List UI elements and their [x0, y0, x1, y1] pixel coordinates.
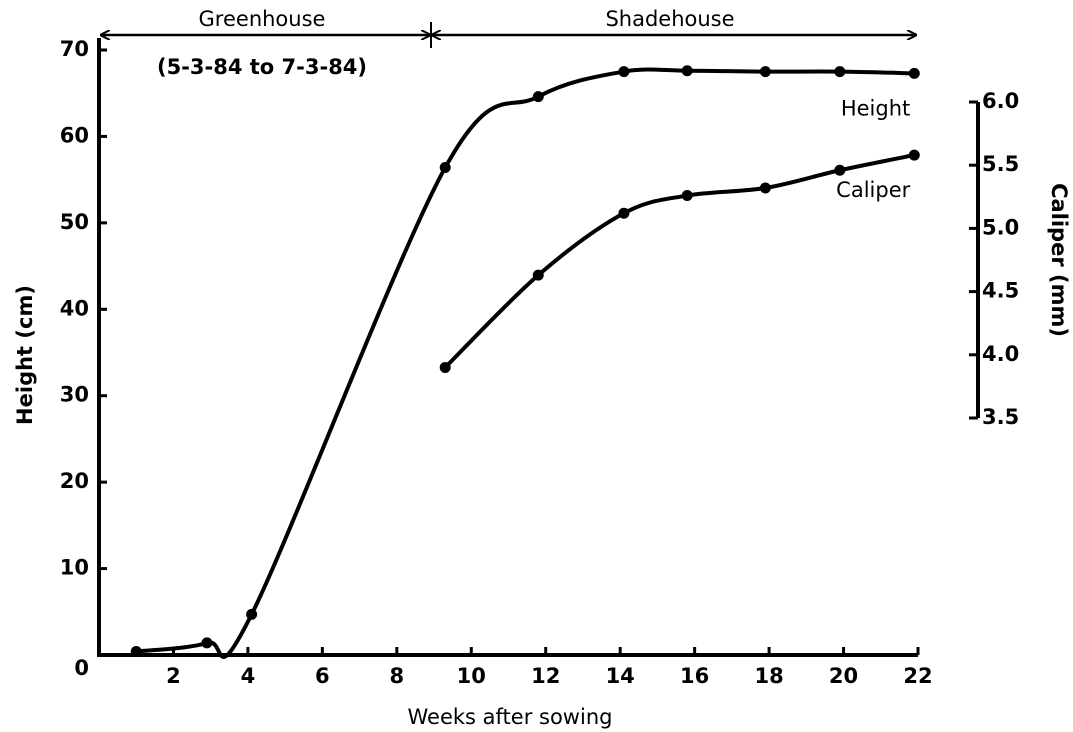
- annotation: Greenhouse: [199, 7, 326, 31]
- y2-tick-label: 5.5: [982, 152, 1019, 176]
- data-point: [439, 361, 451, 373]
- y2-tick-label: 4.5: [982, 279, 1019, 303]
- data-point: [439, 162, 451, 174]
- data-point: [618, 207, 630, 219]
- annotation: (5-3-84 to 7-3-84): [157, 55, 367, 79]
- x-tick-label: 22: [903, 664, 932, 688]
- data-point: [834, 66, 846, 78]
- data-point: [130, 646, 142, 658]
- x-tick-label: 10: [457, 664, 486, 688]
- x-tick-label: 12: [531, 664, 560, 688]
- y2-axis-label: Caliper (mm): [1047, 183, 1071, 337]
- series-label: Height: [841, 96, 910, 120]
- annotation: Shadehouse: [605, 7, 734, 31]
- data-point: [246, 608, 258, 620]
- x-tick-label: 18: [754, 664, 783, 688]
- data-point: [681, 65, 693, 77]
- x-axis-label: Weeks after sowing: [408, 705, 613, 729]
- x-tick-label: 20: [829, 664, 858, 688]
- x-tick-label: 14: [606, 664, 635, 688]
- data-point: [618, 66, 630, 78]
- data-point: [532, 269, 544, 281]
- data-point: [681, 190, 693, 202]
- x-tick-label: 6: [315, 664, 330, 688]
- y-tick-label: 10: [60, 556, 89, 580]
- data-point: [908, 67, 920, 79]
- y-tick-label: 30: [60, 383, 89, 407]
- y2-tick-label: 6.0: [982, 89, 1019, 113]
- y-tick-label: 20: [60, 469, 89, 493]
- data-point: [834, 164, 846, 176]
- y2-tick-label: 3.5: [982, 405, 1019, 429]
- y-tick-label: 50: [60, 210, 89, 234]
- series-label: Caliper: [836, 178, 910, 202]
- y-tick-label: 70: [60, 37, 89, 61]
- y-tick-label: 40: [60, 296, 89, 320]
- y2-tick-label: 4.0: [982, 342, 1019, 366]
- x-tick-label: 4: [241, 664, 256, 688]
- data-point: [908, 149, 920, 161]
- series-line: [135, 67, 915, 659]
- y-tick-label: 60: [60, 123, 89, 147]
- y-axis-label: Height (cm): [13, 285, 37, 425]
- data-point: [532, 91, 544, 103]
- x-tick-label: 2: [166, 664, 181, 688]
- data-point: [201, 637, 213, 649]
- y-tick-label: 0: [74, 656, 89, 680]
- y2-tick-label: 5.0: [982, 215, 1019, 239]
- x-tick-label: 16: [680, 664, 709, 688]
- data-point: [759, 182, 771, 194]
- data-point: [759, 66, 771, 78]
- x-tick-label: 8: [390, 664, 405, 688]
